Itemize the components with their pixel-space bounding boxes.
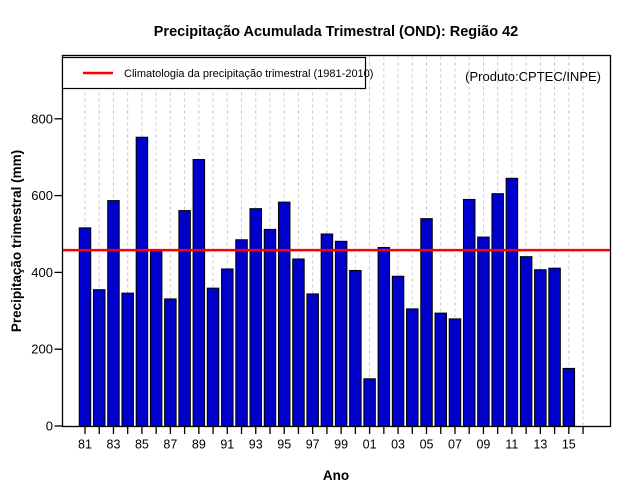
bar-1994 bbox=[263, 228, 277, 427]
y-tick-label: 0 bbox=[46, 419, 53, 434]
x-tick-label: 07 bbox=[448, 438, 462, 452]
x-axis-ticks: 81 83 85 87 89 91 93 95 97 99 01 03 05 07 09 11 13 15 bbox=[78, 426, 584, 452]
bar-1985 bbox=[135, 136, 149, 427]
bar-2013 bbox=[534, 269, 547, 427]
x-tick-label: 01 bbox=[363, 438, 377, 452]
bar-1988 bbox=[178, 210, 191, 427]
bar-1991 bbox=[221, 268, 234, 427]
bar-1981 bbox=[78, 227, 92, 427]
bar-2011 bbox=[505, 177, 519, 427]
x-axis-label: Ano bbox=[323, 468, 349, 483]
bar-1990 bbox=[206, 287, 220, 427]
legend-label: Climatologia da precipitação trimestral … bbox=[124, 68, 373, 80]
bar-1986 bbox=[149, 250, 163, 427]
x-tick-label: 85 bbox=[135, 438, 149, 452]
x-tick-label: 11 bbox=[505, 438, 518, 452]
y-tick-label: 200 bbox=[31, 342, 53, 357]
x-tick-label: 91 bbox=[220, 438, 234, 452]
x-tick-label: 89 bbox=[192, 438, 206, 452]
bar-2009 bbox=[477, 236, 490, 427]
bar-2003 bbox=[391, 275, 405, 427]
bar-2015 bbox=[562, 367, 576, 427]
bar-1997 bbox=[306, 293, 319, 427]
page-title: Precipitação Acumulada Trimestral (OND):… bbox=[154, 24, 519, 40]
bar-2010 bbox=[491, 193, 504, 427]
x-tick-label: 81 bbox=[78, 438, 92, 452]
bar-1996 bbox=[292, 258, 305, 427]
bar-1982 bbox=[92, 289, 106, 427]
bar-2014 bbox=[548, 267, 561, 427]
bar-1992 bbox=[235, 239, 248, 427]
x-tick-label: 83 bbox=[107, 438, 121, 452]
bars bbox=[78, 136, 576, 427]
bar-1993 bbox=[249, 208, 263, 427]
bar-1999 bbox=[334, 240, 348, 427]
bar-1983 bbox=[107, 200, 120, 427]
bar-1984 bbox=[121, 292, 134, 427]
bar-2007 bbox=[448, 318, 462, 427]
produto-label: (Produto:CPTEC/INPE) bbox=[465, 69, 601, 84]
x-tick-label: 03 bbox=[391, 438, 405, 452]
x-tick-label: 05 bbox=[420, 438, 434, 452]
bar-1989 bbox=[192, 159, 206, 427]
legend: Climatologia da precipitação trimestral … bbox=[61, 56, 373, 90]
bar-2002 bbox=[377, 246, 391, 427]
y-axis-ticks: 0 200 400 600 800 bbox=[31, 111, 63, 434]
y-axis-label: Precipitação trimestral (mm) bbox=[9, 150, 24, 332]
bar-1995 bbox=[277, 201, 291, 427]
x-tick-label: 13 bbox=[533, 438, 547, 452]
x-tick-label: 87 bbox=[163, 438, 177, 452]
x-tick-label: 97 bbox=[306, 438, 320, 452]
bar-2008 bbox=[462, 198, 476, 427]
bar-1998 bbox=[320, 233, 334, 427]
y-tick-label: 800 bbox=[31, 111, 53, 126]
x-tick-label: 95 bbox=[277, 438, 291, 452]
x-tick-label: 15 bbox=[562, 438, 576, 452]
bar-2000 bbox=[349, 269, 362, 427]
bar-2012 bbox=[519, 256, 533, 427]
bar-2001 bbox=[363, 378, 376, 427]
y-tick-label: 400 bbox=[31, 265, 53, 280]
x-tick-label: 99 bbox=[334, 438, 348, 452]
bar-2004 bbox=[406, 308, 419, 427]
bar-1987 bbox=[164, 298, 177, 427]
x-tick-label: 93 bbox=[249, 438, 263, 452]
x-tick-label: 09 bbox=[476, 438, 490, 452]
bar-2006 bbox=[434, 312, 447, 427]
plot-border bbox=[61, 54, 612, 428]
y-tick-label: 600 bbox=[31, 188, 53, 203]
